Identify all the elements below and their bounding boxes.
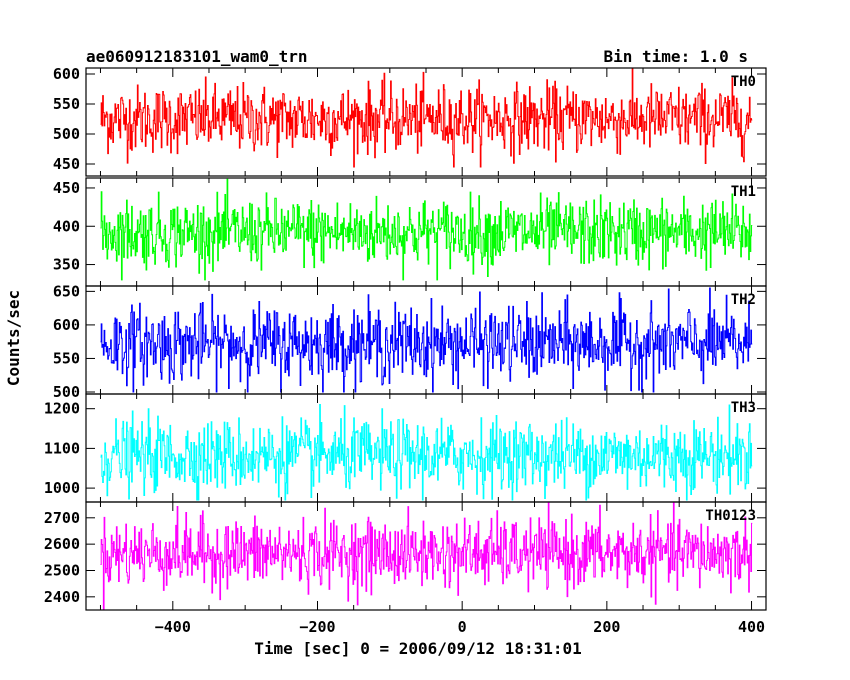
y-tick-label: 2600: [44, 535, 80, 553]
y-tick-label: 550: [53, 95, 80, 113]
panel-th3: 1000 1100 1200 TH3: [44, 393, 767, 503]
x-tick-label: 200: [593, 618, 620, 636]
panel-frame: [85, 67, 767, 177]
y-tick-label: 2700: [44, 509, 80, 527]
y-tick-label: 450: [53, 179, 80, 197]
panel-label-th0: TH0: [731, 74, 756, 90]
x-axis-label: Time [sec] 0 = 2006/09/12 18:31:01: [254, 639, 582, 658]
y-tick-label: 450: [53, 155, 80, 173]
y-tick-label: 350: [53, 256, 80, 274]
x-tick-label: 0: [458, 618, 467, 636]
y-tick-label: 400: [53, 217, 80, 235]
y-tick-label: 1200: [44, 400, 80, 418]
x-tick-label: −400: [155, 618, 191, 636]
y-tick-label: 1000: [44, 479, 80, 497]
panel-label-th0123: TH0123: [705, 508, 756, 524]
y-tick-label: 600: [53, 65, 80, 83]
x-tick-label: 400: [738, 618, 765, 636]
panel-th0123: 2400 2500 2600 2700 TH0123: [44, 501, 767, 611]
panel-label-th3: TH3: [731, 400, 756, 416]
x-axis-tick-labels: −400 −200 0 200 400: [155, 618, 765, 636]
panel-label-th1: TH1: [731, 184, 756, 200]
panel-th0: 450 500 550 600 TH0: [53, 65, 767, 177]
series-line-th0123: [100, 501, 753, 611]
series-line-th2: [100, 287, 753, 393]
series-line-th3: [100, 403, 753, 501]
series-line-th1: [100, 178, 753, 281]
y-axis-label: Counts/sec: [4, 290, 23, 386]
y-tick-label: 2400: [44, 588, 80, 606]
panel-th1: 350 400 450 TH1: [53, 177, 767, 287]
chart-title: ae060912183101_wam0_trn: [86, 47, 308, 66]
panel-th2: 500 550 600 650 TH2: [53, 282, 767, 401]
bin-time-label: Bin time: 1.0 s: [604, 47, 749, 66]
x-tick-label: −200: [299, 618, 335, 636]
y-tick-label: 650: [53, 282, 80, 300]
panel-label-th2: TH2: [731, 292, 756, 308]
y-tick-label: 1100: [44, 439, 80, 457]
y-tick-label: 600: [53, 316, 80, 334]
y-tick-label: 2500: [44, 561, 80, 579]
panels-group: 450 500 550 600 TH0 350 400 450 TH1 500 550 600 650 T…: [44, 65, 767, 611]
series-line-th0: [100, 67, 753, 168]
y-tick-label: 550: [53, 349, 80, 367]
y-tick-label: 500: [53, 383, 80, 401]
y-tick-label: 500: [53, 125, 80, 143]
